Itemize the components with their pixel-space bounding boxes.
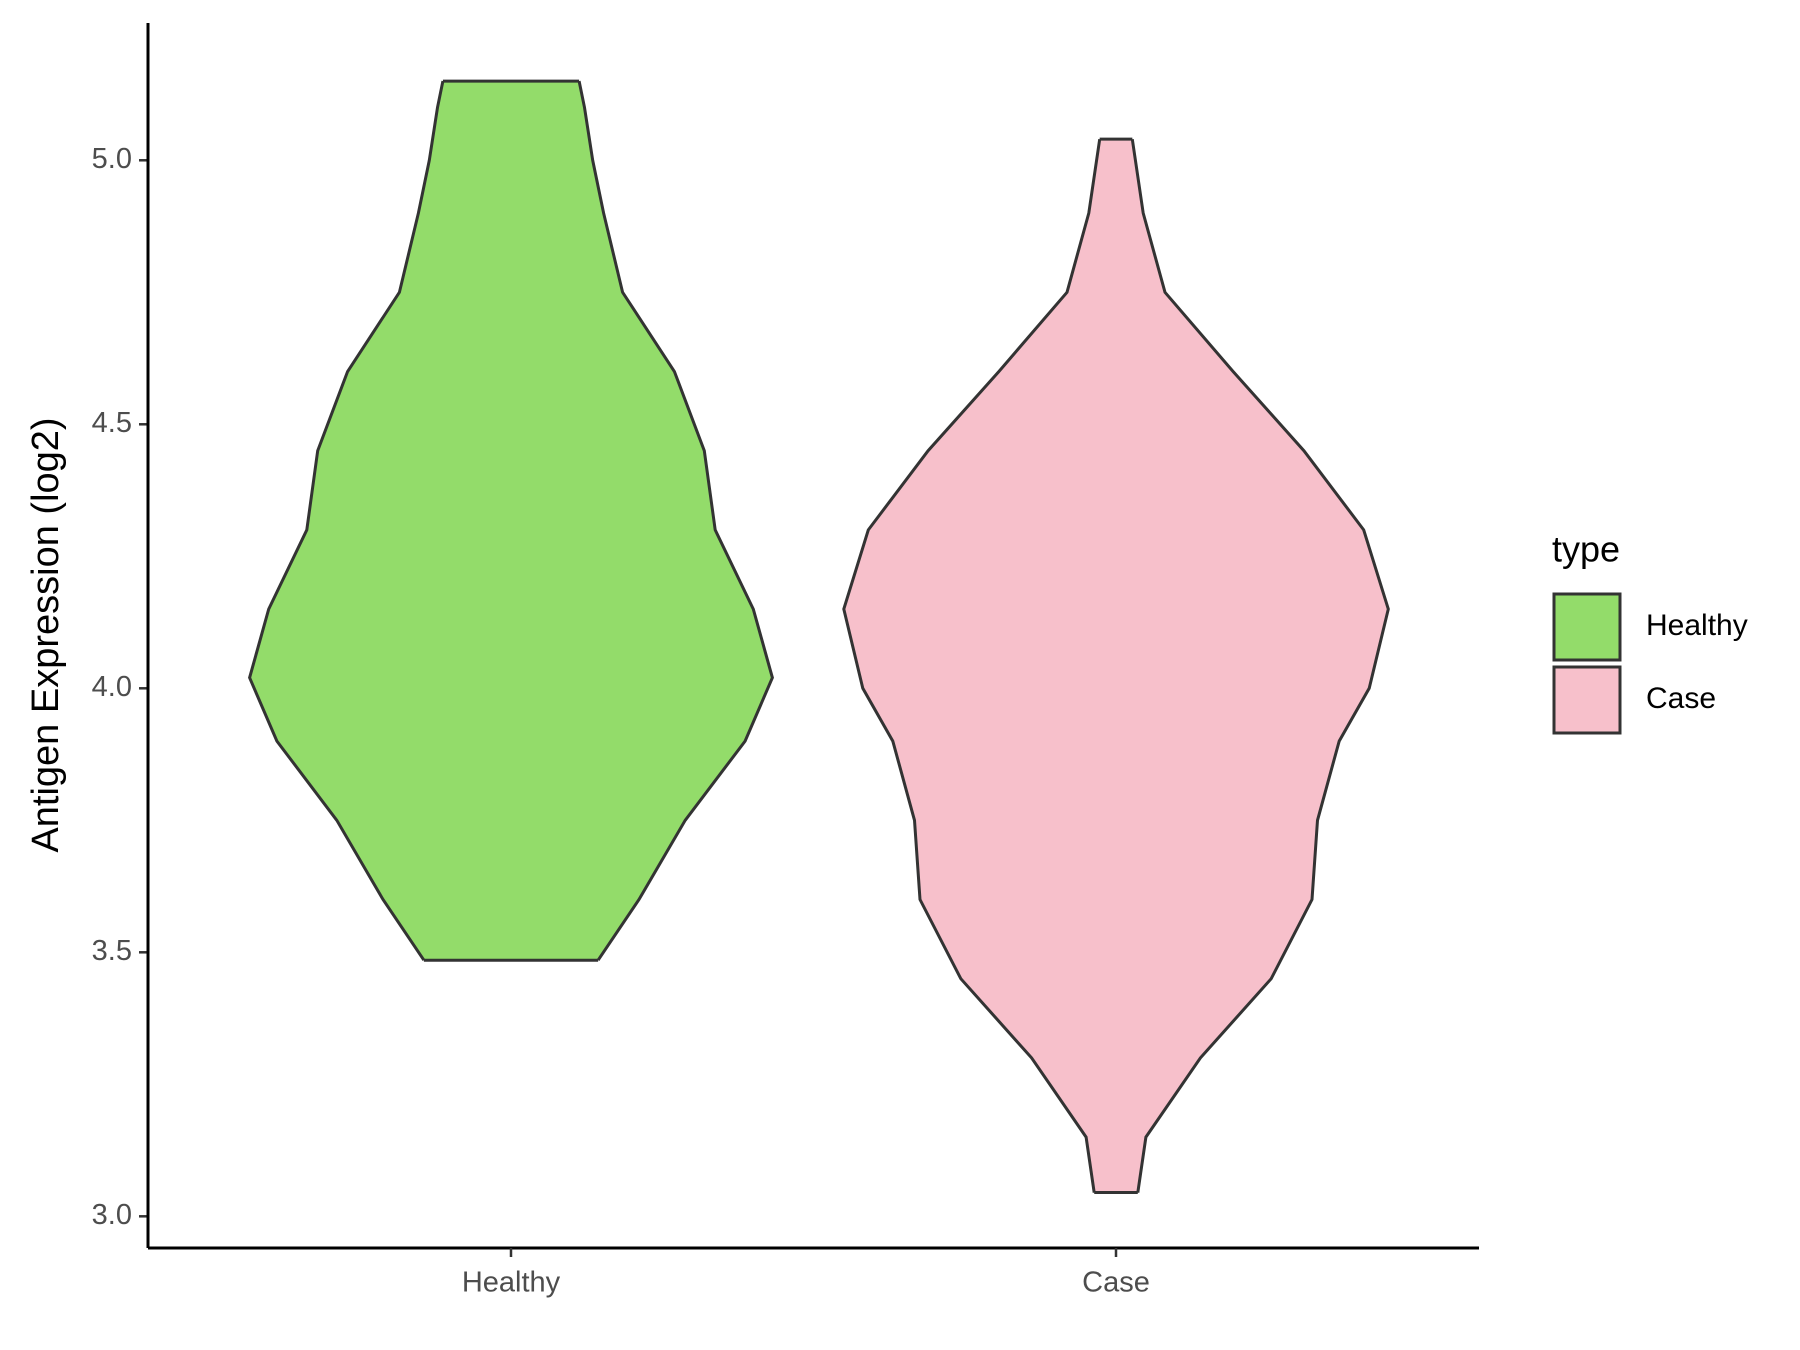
violin-fill [1116, 139, 1389, 1193]
legend-label: Case [1646, 682, 1716, 715]
legend-title: type [1552, 529, 1620, 570]
y-tick-label: 3.0 [92, 1199, 132, 1231]
violin-outline [842, 138, 1102, 1193]
violin-fill [249, 81, 511, 961]
x-tick-label: Healthy [462, 1267, 561, 1299]
y-axis-title: Antigen Expression (log2) [25, 417, 67, 852]
y-tick-label: 4.5 [92, 407, 132, 439]
violin-outline [248, 80, 445, 962]
violin-fill [843, 139, 1116, 1193]
violin-fill [511, 81, 773, 961]
violin-outline [1130, 138, 1390, 1193]
legend-key [1552, 592, 1622, 662]
y-tick-label: 4.0 [92, 671, 132, 703]
legend-label: Healthy [1646, 609, 1748, 642]
x-tick-label: Case [1082, 1267, 1150, 1299]
violin-outline [577, 80, 774, 962]
y-tick-label: 3.5 [92, 935, 132, 967]
y-tick-label: 5.0 [92, 143, 132, 175]
legend-key [1552, 665, 1622, 735]
